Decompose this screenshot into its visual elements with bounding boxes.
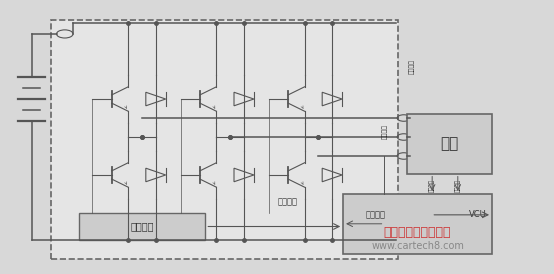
FancyBboxPatch shape: [79, 213, 206, 240]
Text: VCU: VCU: [469, 210, 486, 219]
Text: 电压采样: 电压采样: [409, 59, 415, 74]
Text: www.cartech8.com: www.cartech8.com: [371, 241, 464, 252]
Text: 电机控制: 电机控制: [365, 210, 385, 219]
Text: 功率驱动: 功率驱动: [278, 198, 298, 207]
Text: 中国汽车工程师之家: 中国汽车工程师之家: [384, 226, 452, 239]
FancyBboxPatch shape: [343, 194, 492, 254]
Text: 电机: 电机: [440, 136, 458, 151]
FancyBboxPatch shape: [407, 114, 492, 174]
Text: 转速反馈: 转速反馈: [429, 179, 435, 192]
Text: 温度反馈: 温度反馈: [455, 179, 460, 192]
Text: 电流采样: 电流采样: [382, 124, 387, 139]
Text: 驱动芯片: 驱动芯片: [130, 221, 153, 232]
FancyBboxPatch shape: [51, 20, 398, 259]
